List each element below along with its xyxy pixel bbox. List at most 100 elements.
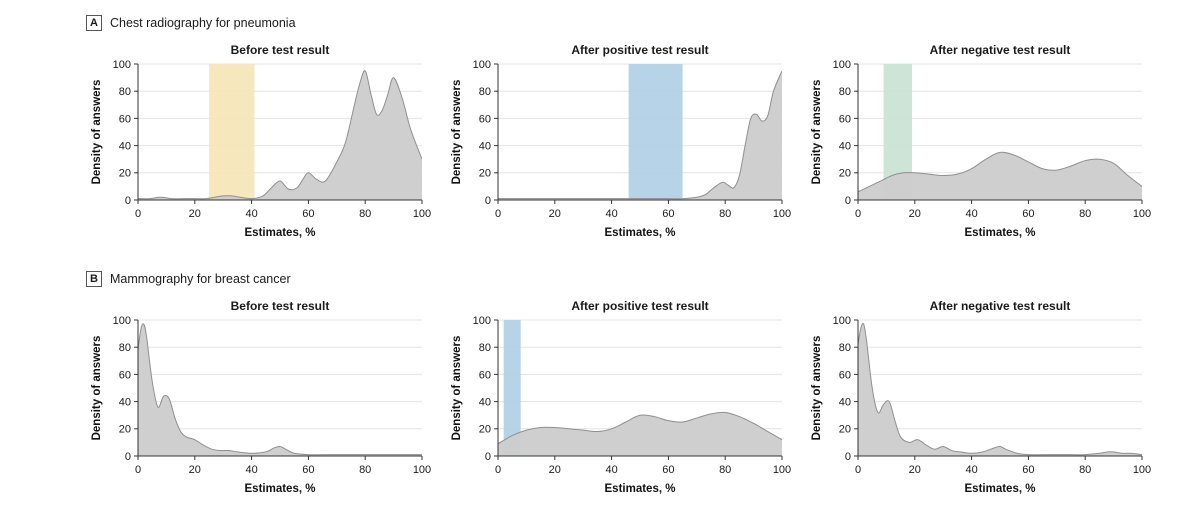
density-group <box>498 411 782 456</box>
density-plot: 0 20 40 60 80 100 0 20 40 60 80 100 Estimates, % Dens… <box>811 315 1151 495</box>
x-tick-label: 80 <box>1079 464 1091 476</box>
x-tick-label: 40 <box>245 464 257 476</box>
y-tick-label: 0 <box>845 195 851 207</box>
section-a-charts: Before test result 0 20 40 60 80 100 0 20 40 60 80… <box>86 42 1194 244</box>
x-tick-label: 0 <box>495 464 501 476</box>
panel-label-b: B <box>86 271 102 287</box>
chart-b-before: Before test result 0 20 40 60 80 100 0 20 40 60 80… <box>86 298 434 500</box>
density-plot: 0 20 40 60 80 100 0 20 40 60 80 100 Estimates, % Dens… <box>91 59 431 239</box>
x-axis-label: Estimates, % <box>965 227 1036 239</box>
y-tick-label: 100 <box>113 59 131 71</box>
chart-title: After positive test result <box>571 43 709 57</box>
density-area <box>138 323 422 456</box>
density-curve <box>858 322 1142 456</box>
density-area <box>498 70 782 200</box>
x-tick-label: 60 <box>1022 464 1034 476</box>
density-group <box>858 322 1142 456</box>
section-b-charts: Before test result 0 20 40 60 80 100 0 20 40 60 80… <box>86 298 1194 500</box>
y-tick-label: 0 <box>485 195 491 207</box>
chart-title: Before test result <box>230 43 330 57</box>
x-tick-label: 40 <box>605 208 617 220</box>
section-a: A Chest radiography for pneumonia Before… <box>86 14 1194 244</box>
density-plot-slot: 0 20 40 60 80 100 0 20 40 60 80 100 Estimates, % Dens… <box>806 58 1154 244</box>
density-curve <box>138 323 422 456</box>
y-axis-label: Density of answers <box>451 80 463 185</box>
y-tick-label: 40 <box>119 140 131 152</box>
y-tick-label: 20 <box>479 424 491 436</box>
x-axis-label: Estimates, % <box>605 227 676 239</box>
y-tick-label: 60 <box>839 369 851 381</box>
y-tick-label: 0 <box>485 451 491 463</box>
x-axis-label: Estimates, % <box>245 483 316 495</box>
x-tick-label: 40 <box>605 464 617 476</box>
density-plot-slot: 0 20 40 60 80 100 0 20 40 60 80 100 Estimates, % Dens… <box>446 58 794 244</box>
y-tick-label: 40 <box>479 396 491 408</box>
y-tick-label: 60 <box>479 113 491 125</box>
section-a-title: Chest radiography for pneumonia <box>110 16 296 30</box>
x-tick-label: 0 <box>495 208 501 220</box>
density-group <box>858 151 1142 200</box>
density-area <box>858 323 1142 456</box>
y-tick-label: 40 <box>839 396 851 408</box>
x-tick-label: 80 <box>719 464 731 476</box>
y-axis-label: Density of answers <box>91 336 103 441</box>
y-tick-label: 100 <box>833 59 851 71</box>
density-plot: 0 20 40 60 80 100 0 20 40 60 80 100 Estimates, % Dens… <box>91 315 431 495</box>
x-tick-label: 20 <box>189 464 201 476</box>
x-tick-label: 20 <box>909 464 921 476</box>
x-tick-label: 40 <box>965 208 977 220</box>
y-tick-label: 40 <box>839 140 851 152</box>
x-tick-label: 20 <box>549 464 561 476</box>
x-tick-label: 100 <box>413 464 431 476</box>
x-tick-label: 80 <box>719 208 731 220</box>
y-axis-label: Density of answers <box>91 80 103 185</box>
y-tick-label: 80 <box>839 342 851 354</box>
y-tick-label: 100 <box>473 315 491 327</box>
x-tick-label: 60 <box>662 208 674 220</box>
y-tick-label: 60 <box>119 369 131 381</box>
chart-title: After negative test result <box>929 299 1071 313</box>
density-plot: 0 20 40 60 80 100 0 20 40 60 80 100 Estimates, % Dens… <box>811 59 1151 239</box>
x-tick-label: 20 <box>189 208 201 220</box>
y-tick-label: 40 <box>479 140 491 152</box>
y-tick-label: 60 <box>119 113 131 125</box>
x-tick-label: 80 <box>359 464 371 476</box>
chart-a-after-positive: After positive test result 0 20 40 60 80 100 0… <box>446 42 794 244</box>
x-axis-label: Estimates, % <box>245 227 316 239</box>
density-plot: 0 20 40 60 80 100 0 20 40 60 80 100 Estimates, % Dens… <box>451 59 791 239</box>
y-axis-label: Density of answers <box>811 336 823 441</box>
density-curve <box>498 411 782 445</box>
x-tick-label: 100 <box>1133 464 1151 476</box>
y-tick-label: 100 <box>473 59 491 71</box>
x-tick-label: 100 <box>773 464 791 476</box>
y-tick-label: 100 <box>833 315 851 327</box>
density-group <box>138 323 422 456</box>
x-axis-label: Estimates, % <box>965 483 1036 495</box>
y-tick-label: 60 <box>479 369 491 381</box>
x-axis-label: Estimates, % <box>605 483 676 495</box>
x-tick-label: 80 <box>1079 208 1091 220</box>
x-tick-label: 100 <box>773 208 791 220</box>
chart-title: After positive test result <box>571 299 709 313</box>
y-tick-label: 20 <box>119 168 131 180</box>
x-tick-label: 60 <box>302 464 314 476</box>
density-curve <box>498 70 782 200</box>
y-tick-label: 0 <box>125 195 131 207</box>
density-area <box>498 412 782 456</box>
chart-b-after-negative: After negative test result 0 20 40 60 80 100 0… <box>806 298 1154 500</box>
density-plot-slot: 0 20 40 60 80 100 0 20 40 60 80 100 Estimates, % Dens… <box>86 58 434 244</box>
figure: A Chest radiography for pneumonia Before… <box>86 14 1194 500</box>
y-tick-label: 80 <box>479 342 491 354</box>
reference-band <box>503 320 521 456</box>
x-tick-label: 80 <box>359 208 371 220</box>
y-tick-label: 20 <box>839 424 851 436</box>
reference-band <box>209 64 255 200</box>
x-tick-label: 20 <box>549 208 561 220</box>
density-area <box>858 152 1142 200</box>
x-tick-label: 40 <box>965 464 977 476</box>
x-tick-label: 0 <box>135 208 141 220</box>
panel-label-a: A <box>86 15 102 31</box>
x-tick-label: 40 <box>245 208 257 220</box>
chart-a-before: Before test result 0 20 40 60 80 100 0 20 40 60 80… <box>86 42 434 244</box>
chart-title: Before test result <box>230 299 330 313</box>
